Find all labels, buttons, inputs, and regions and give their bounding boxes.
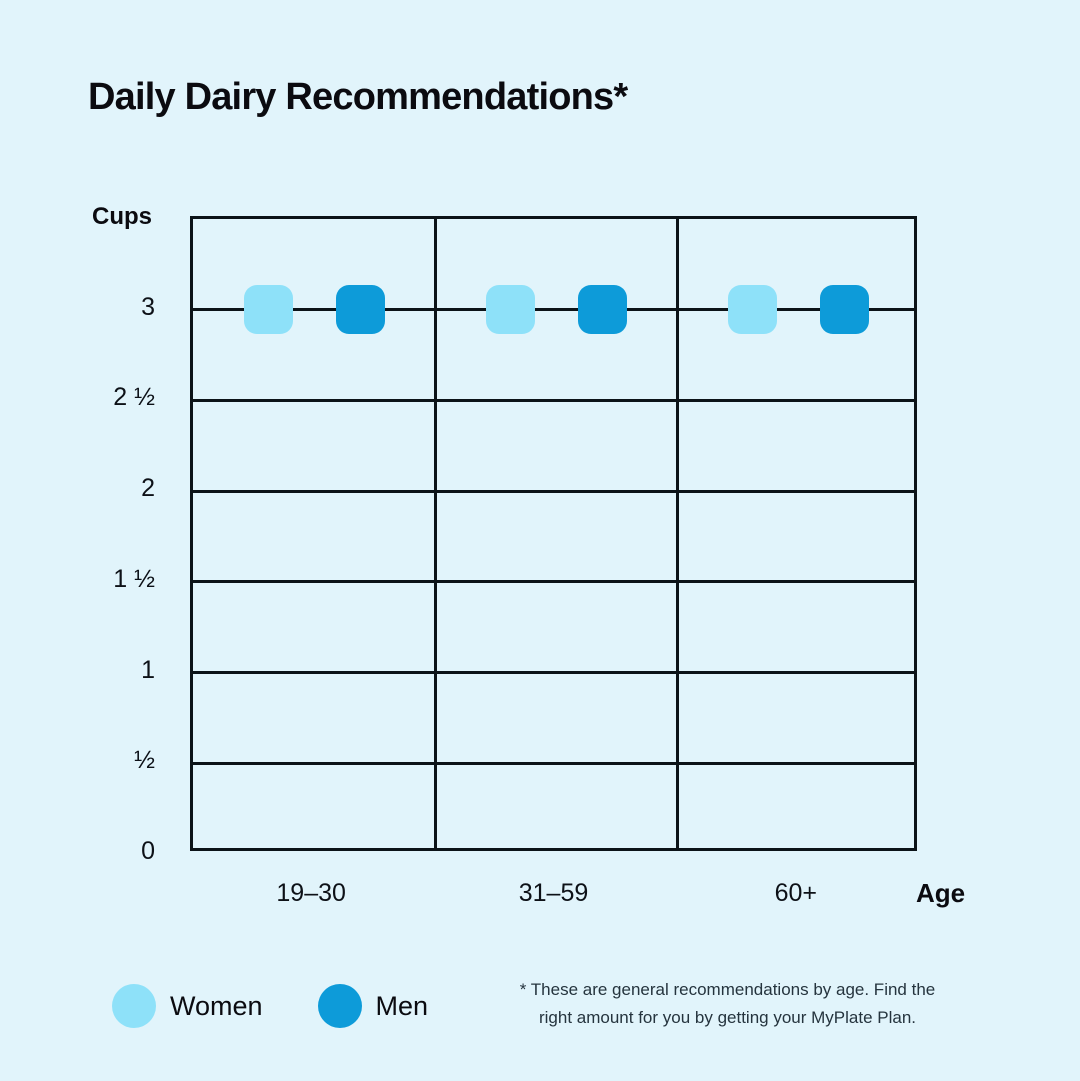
gridline-vertical	[676, 216, 680, 851]
marker-women	[486, 285, 535, 335]
y-axis-label: Cups	[92, 203, 152, 230]
legend-label: Men	[375, 990, 429, 1021]
y-tick-label: ½	[134, 746, 155, 775]
gridline-vertical	[433, 216, 437, 851]
gridline-horizontal	[190, 398, 917, 402]
gridline-horizontal	[190, 308, 917, 312]
x-tick-label: 19–30	[276, 879, 346, 907]
marker-women	[728, 285, 778, 335]
gridline-horizontal	[190, 671, 917, 675]
chart-legend: Women Men	[112, 984, 428, 1028]
y-tick-label: 3	[141, 292, 155, 321]
chart-title: Daily Dairy Recommendations*	[88, 76, 628, 118]
legend-item-women: Women	[112, 984, 263, 1028]
legend-swatch-men	[317, 984, 362, 1028]
footnote-line-2: right amount for you by getting your MyP…	[538, 1008, 917, 1028]
chart-grid	[190, 216, 917, 851]
x-tick-label: 60+	[774, 879, 818, 907]
y-tick-label: 1	[141, 655, 155, 684]
y-tick-label: 1 ½	[113, 564, 155, 593]
gridline-horizontal	[190, 580, 917, 584]
legend-label: Women	[170, 990, 263, 1021]
marker-women	[243, 285, 293, 335]
y-tick-label: 2 ½	[113, 383, 155, 412]
y-tick-label: 2	[141, 474, 155, 503]
gridline-horizontal	[190, 761, 917, 765]
marker-men	[578, 285, 627, 335]
footnote: * These are general recommendations by a…	[500, 976, 955, 1032]
marker-men	[335, 285, 385, 335]
x-axis-label: Age	[916, 878, 966, 908]
footnote-line-1: * These are general recommendations by a…	[519, 980, 936, 999]
gridline-horizontal	[190, 489, 917, 493]
legend-swatch-women	[112, 984, 156, 1028]
legend-item-men: Men	[317, 984, 429, 1028]
y-tick-label: 0	[141, 837, 155, 865]
x-tick-label: 31–59	[518, 879, 589, 907]
marker-men	[820, 285, 870, 335]
